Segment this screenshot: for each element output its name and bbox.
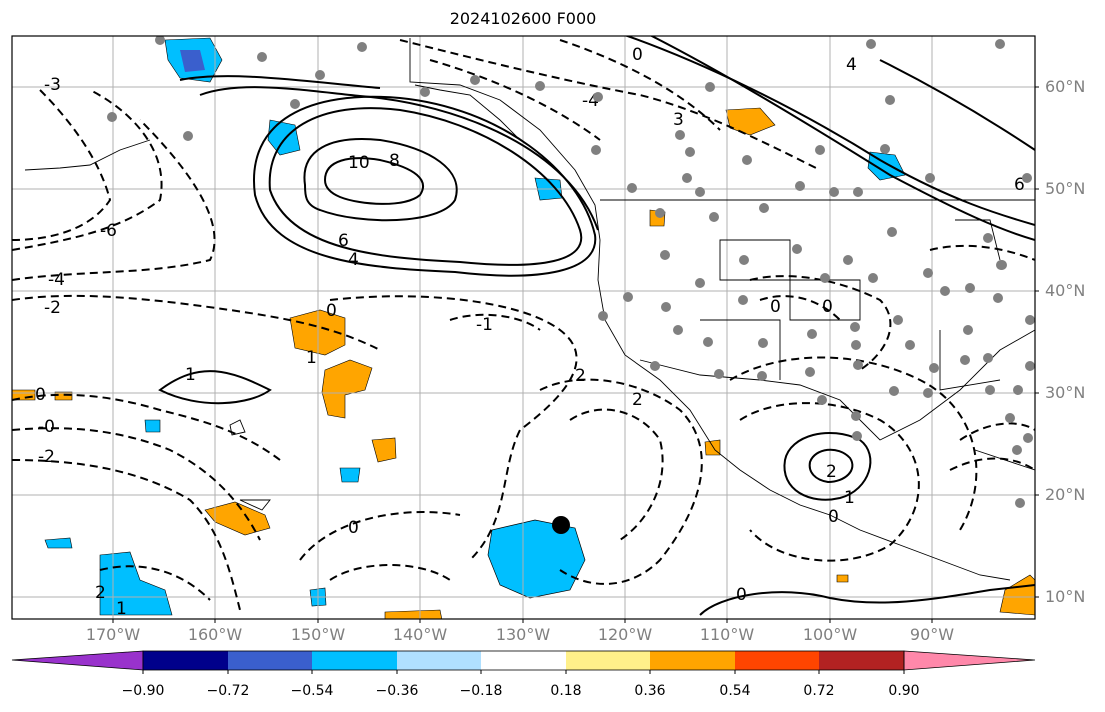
colorbar-tick-label: −0.90	[121, 683, 165, 699]
lat-label: 10°N	[1045, 587, 1086, 606]
lon-label: 140°W	[392, 625, 448, 644]
lon-label: 170°W	[85, 625, 141, 644]
colorbar-tick-label: −0.36	[375, 683, 419, 699]
colorbar-tick-label: 0.36	[634, 683, 666, 699]
contour-label: 0	[822, 297, 833, 317]
lon-label: 120°W	[597, 625, 653, 644]
contour-label: -1	[476, 315, 493, 335]
contour-label: -3	[44, 75, 61, 95]
contour-label: 2	[826, 462, 837, 482]
colorbar-segment	[228, 651, 312, 670]
contour-label: 2	[95, 583, 106, 603]
contour-labels: 10 8 6 4 -4 -3 -2 -1 0 1 2 3 -6 6 -4 0 -…	[35, 45, 1025, 619]
colorbar-tick-label: 0.90	[888, 683, 920, 699]
contour-label: 1	[306, 348, 317, 368]
storm-position-marker	[552, 516, 570, 534]
lat-label: 40°N	[1045, 281, 1086, 300]
contour-label: 4	[348, 250, 359, 270]
contour-label: 0	[632, 45, 643, 65]
lon-label: 160°W	[187, 625, 243, 644]
contour-label: 1	[116, 599, 127, 619]
lat-label: 60°N	[1045, 77, 1086, 96]
lon-label: 90°W	[909, 625, 955, 644]
lon-ticks	[112, 619, 933, 623]
station-markers	[107, 36, 1035, 508]
lon-label: 100°W	[802, 625, 858, 644]
contour-label: 1	[185, 365, 196, 385]
contour-label: 8	[389, 151, 400, 171]
lon-label: 110°W	[699, 625, 755, 644]
colorbar-tick-label: −0.18	[459, 683, 503, 699]
colorbar-extend-left	[11, 650, 144, 671]
map-title: 2024102600 F000	[449, 9, 597, 28]
contour-label: 10	[348, 153, 370, 173]
lat-ticks	[1035, 86, 1039, 598]
contour-label: 0	[35, 385, 46, 405]
colorbar-segment	[312, 651, 397, 670]
contour-label: 6	[338, 231, 349, 251]
colorbar-segment	[566, 651, 650, 670]
colorbar-tick-label: 0.54	[719, 683, 751, 699]
contour-label: 1	[844, 488, 855, 508]
colorbar-tick-label: 0.18	[550, 683, 582, 699]
grid-lines	[12, 36, 1035, 619]
contour-label: -6	[100, 221, 117, 241]
contour-label: -4	[48, 270, 65, 290]
contour-label: 0	[770, 297, 781, 317]
colorbar-segment	[481, 651, 566, 670]
map-plot-area: 10 8 6 4 -4 -3 -2 -1 0 1 2 3 -6 6 -4 0 -…	[12, 36, 1035, 619]
colorbar-segment	[819, 651, 904, 670]
contour-label: 2	[632, 390, 643, 410]
lat-label: 50°N	[1045, 179, 1086, 198]
colorbar-segment	[397, 651, 481, 670]
contour-label: 3	[673, 110, 684, 130]
contour-label: 0	[736, 585, 747, 605]
contour-label: -2	[44, 298, 61, 318]
contour-label: -0	[38, 417, 55, 437]
colorbar	[11, 650, 1036, 674]
contour-label: 4	[846, 55, 857, 75]
colorbar-segment	[650, 651, 735, 670]
contour-label: 0	[828, 507, 839, 527]
contour-label: -2	[38, 447, 55, 467]
colorbar-extend-right	[903, 650, 1036, 671]
colorbar-tick-label: −0.54	[290, 683, 334, 699]
coastlines	[24, 38, 1035, 581]
lon-label: 150°W	[290, 625, 346, 644]
lat-label: 30°N	[1045, 383, 1086, 402]
lon-label: 130°W	[495, 625, 551, 644]
colorbar-tick-label: 0.72	[803, 683, 835, 699]
solid-contours	[158, 36, 1035, 616]
colorbar-tick-label: −0.72	[206, 683, 250, 699]
colorbar-segment	[735, 651, 819, 670]
contour-label: 2	[575, 366, 586, 386]
contour-label: 6	[1014, 175, 1025, 195]
colorbar-segment	[143, 651, 228, 670]
lat-label: 20°N	[1045, 485, 1086, 504]
contour-label: 0	[348, 518, 359, 538]
dashed-contours	[12, 39, 1035, 611]
contour-label: 0	[326, 301, 337, 321]
